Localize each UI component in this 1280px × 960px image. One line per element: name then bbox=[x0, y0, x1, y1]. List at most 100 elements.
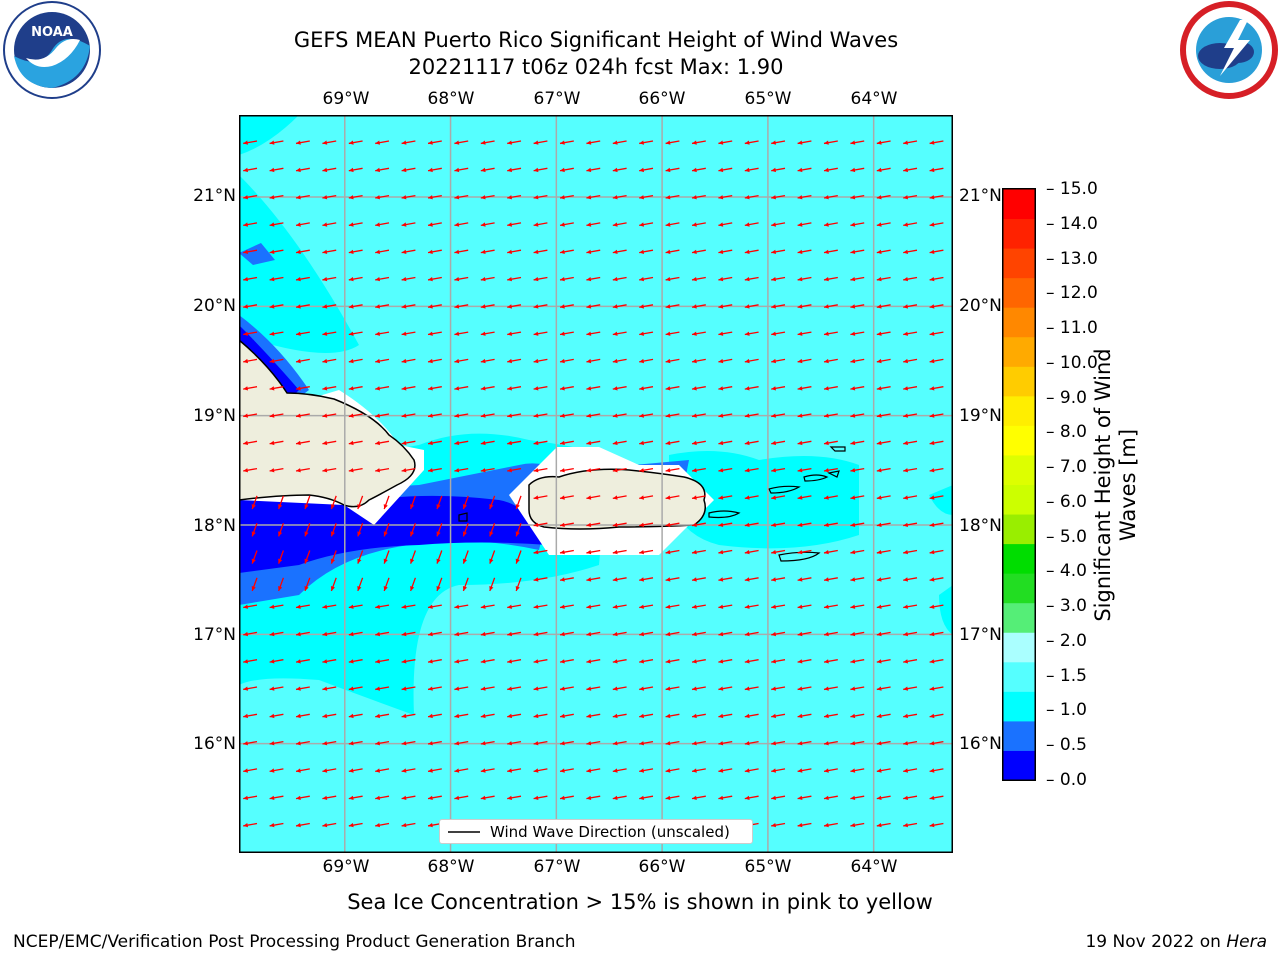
wave-vector bbox=[929, 413, 944, 418]
wave-vector bbox=[639, 440, 654, 446]
wave-vector bbox=[348, 631, 363, 637]
wave-vector bbox=[691, 140, 706, 145]
wave-vector bbox=[639, 768, 654, 773]
wave-vector bbox=[771, 194, 786, 200]
wave-vector bbox=[454, 167, 469, 173]
map-frame bbox=[239, 115, 953, 853]
wave-vector bbox=[665, 604, 680, 609]
wave-vector bbox=[515, 522, 522, 537]
wave-vector bbox=[691, 549, 706, 555]
wave-vector bbox=[718, 413, 733, 418]
wave-vector bbox=[586, 358, 601, 364]
wave-vector bbox=[295, 249, 310, 254]
wave-vector bbox=[454, 440, 469, 446]
wave-vector bbox=[771, 713, 786, 719]
wave-vector bbox=[330, 577, 337, 592]
wave-vector bbox=[691, 686, 706, 691]
wave-vector bbox=[876, 659, 891, 664]
wave-vector bbox=[322, 631, 337, 637]
wave-vector bbox=[771, 631, 786, 637]
colorbar-tick-label: – 0.0 bbox=[1046, 769, 1087, 790]
wave-vector bbox=[718, 386, 733, 391]
wave-vector bbox=[929, 222, 944, 227]
wave-vector bbox=[586, 659, 601, 664]
wave-vector bbox=[454, 304, 469, 309]
wave-vector bbox=[929, 386, 944, 391]
wave-vector bbox=[559, 276, 574, 282]
wave-vector bbox=[612, 740, 627, 746]
wave-vector bbox=[322, 140, 337, 145]
wave-vector bbox=[929, 304, 944, 309]
wave-vector bbox=[533, 768, 548, 773]
wave-vector bbox=[401, 740, 416, 746]
wave-vector bbox=[383, 522, 390, 537]
wave-vector bbox=[876, 386, 891, 391]
wave-vector bbox=[427, 222, 442, 227]
wave-vector bbox=[559, 495, 574, 500]
wave-vector bbox=[665, 631, 680, 637]
wave-vector bbox=[586, 768, 601, 773]
wave-vector bbox=[322, 822, 337, 828]
wave-vector bbox=[586, 194, 601, 200]
wave-vector bbox=[507, 631, 522, 637]
colorbar-tick-label: – 1.5 bbox=[1046, 665, 1087, 686]
wave-vector bbox=[586, 386, 601, 391]
wave-vector bbox=[850, 631, 865, 637]
wave-vector bbox=[876, 304, 891, 309]
wave-vector bbox=[243, 276, 258, 282]
wave-vector bbox=[797, 768, 812, 773]
wave-vector bbox=[375, 795, 390, 800]
wave-zone-spot bbox=[239, 243, 275, 265]
wave-vector bbox=[454, 276, 469, 282]
wave-vector bbox=[744, 386, 759, 391]
wave-vector bbox=[929, 740, 944, 746]
colorbar-swatch bbox=[1003, 514, 1035, 545]
wave-vector bbox=[427, 249, 442, 254]
wave-vector bbox=[744, 577, 759, 582]
lon-tick-bottom: 67°W bbox=[533, 857, 581, 877]
wave-vector bbox=[903, 713, 918, 719]
wave-vector bbox=[744, 795, 759, 800]
wave-vector bbox=[612, 631, 627, 637]
wave-vector bbox=[929, 276, 944, 282]
wave-vector bbox=[639, 304, 654, 309]
wave-vector bbox=[718, 740, 733, 746]
wave-vector bbox=[823, 631, 838, 637]
island-virgin-2 bbox=[803, 474, 829, 482]
wave-vector bbox=[665, 386, 680, 391]
wave-vector bbox=[586, 795, 601, 800]
wave-vector bbox=[771, 740, 786, 746]
wave-vector bbox=[771, 467, 786, 473]
wave-vector bbox=[929, 467, 944, 473]
colorbar-swatch bbox=[1003, 395, 1035, 426]
wave-vector bbox=[691, 222, 706, 227]
legend-line-icon bbox=[448, 831, 480, 833]
wave-vector bbox=[771, 795, 786, 800]
wave-vector bbox=[348, 795, 363, 800]
wave-vector bbox=[586, 549, 601, 555]
wave-zone-edge2 bbox=[939, 585, 953, 635]
wave-vector bbox=[507, 194, 522, 200]
wave-vector bbox=[533, 686, 548, 691]
wave-vector bbox=[357, 495, 364, 510]
wave-vector bbox=[612, 331, 627, 336]
colorbar-swatch bbox=[1003, 691, 1035, 722]
wave-vector bbox=[559, 713, 574, 719]
wave-vector bbox=[929, 713, 944, 719]
wave-vector bbox=[401, 686, 416, 691]
wave-vector bbox=[322, 276, 337, 282]
wave-vector bbox=[322, 331, 337, 336]
wave-vector bbox=[903, 822, 918, 828]
wave-vector bbox=[348, 140, 363, 145]
wave-vector bbox=[533, 304, 548, 309]
wave-vector bbox=[533, 549, 548, 555]
wave-vector bbox=[929, 440, 944, 446]
wave-vector bbox=[823, 167, 838, 173]
colorbar-swatch bbox=[1003, 602, 1035, 633]
wave-vector bbox=[586, 140, 601, 145]
wave-vector bbox=[507, 304, 522, 309]
wave-vector bbox=[559, 522, 574, 527]
wave-vector bbox=[665, 659, 680, 664]
lon-tick-top: 66°W bbox=[638, 89, 686, 109]
wave-vector bbox=[586, 304, 601, 309]
